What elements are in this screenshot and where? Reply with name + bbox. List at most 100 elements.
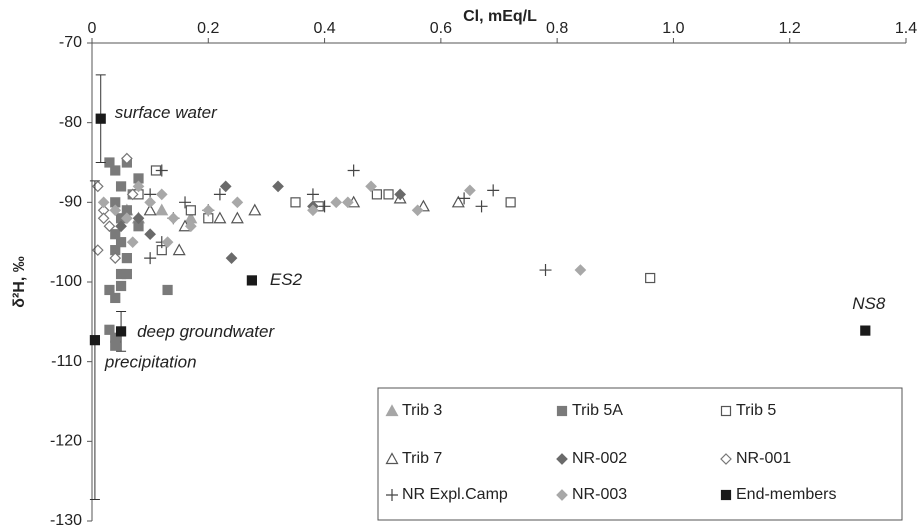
x-tick-label: 1.4 [895, 20, 917, 37]
legend-label: End-members [736, 486, 836, 503]
annotation: surface water [115, 103, 218, 122]
point [290, 197, 301, 208]
point [144, 252, 157, 265]
point [318, 200, 331, 213]
point [330, 196, 343, 209]
point [307, 204, 319, 217]
point [121, 212, 133, 225]
point [91, 180, 104, 193]
point [645, 272, 656, 284]
y-tick-label: -100 [50, 273, 82, 290]
x-tick-label: 0.8 [546, 20, 568, 37]
point [104, 324, 115, 335]
point [115, 181, 127, 192]
point [109, 252, 122, 264]
y-tick-label: -120 [50, 433, 82, 450]
chart-title: Cl, mEq/L [463, 8, 537, 25]
legend-marker [385, 452, 399, 465]
point [110, 340, 121, 351]
legend-marker [556, 405, 568, 417]
point [539, 264, 552, 277]
y-tick-label: -80 [59, 114, 82, 131]
y-tick-label: -70 [59, 34, 82, 51]
point [144, 228, 156, 241]
point [487, 184, 500, 197]
point [411, 204, 424, 217]
point [184, 220, 197, 233]
point [155, 188, 168, 201]
x-tick-label: 0 [88, 20, 97, 37]
legend-label: NR Expl.Camp [402, 486, 508, 503]
point [347, 164, 360, 177]
point [371, 189, 382, 200]
point [109, 204, 122, 217]
y-tick-label: -130 [50, 512, 82, 529]
x-tick-label: 1.0 [662, 20, 684, 37]
point [383, 189, 394, 200]
point [213, 211, 227, 224]
legend-label: Trib 3 [402, 402, 442, 419]
y-axis-label: δ²H, ‰ [11, 256, 28, 307]
point [202, 204, 215, 217]
legend-label: Trib 5 [736, 402, 776, 419]
point [155, 164, 168, 177]
point [185, 205, 196, 216]
point [179, 196, 192, 209]
point [272, 180, 284, 193]
point [155, 203, 169, 216]
point [394, 188, 407, 201]
point [91, 244, 104, 256]
x-tick-label: 0.2 [197, 20, 219, 37]
point [97, 196, 110, 209]
point [213, 188, 226, 201]
annotation: NS8 [852, 294, 886, 313]
point [451, 195, 465, 208]
point [246, 275, 257, 286]
point [110, 165, 121, 176]
point [143, 203, 157, 216]
point [115, 237, 127, 248]
x-tick-label: 0.4 [313, 20, 335, 37]
legend-label: NR-002 [572, 450, 627, 467]
point [161, 236, 174, 249]
point [110, 229, 121, 240]
point [505, 197, 516, 208]
point [115, 220, 127, 233]
point [365, 180, 377, 193]
point [162, 284, 173, 296]
point [475, 200, 488, 213]
legend-marker [556, 453, 568, 465]
y-tick-label: -110 [51, 353, 82, 370]
point [121, 152, 133, 165]
legend: Trib 3 Trib 5A Trib 5 Trib 7 NR-002 NR-001 NR … [377, 387, 903, 521]
point [248, 203, 262, 216]
x-tick-label: 0.6 [430, 20, 452, 37]
legend-label: Trib 7 [402, 450, 442, 467]
point [126, 236, 139, 249]
legend-marker [556, 489, 568, 501]
point [574, 264, 587, 276]
x-tick-label: 1.2 [779, 20, 801, 37]
point [167, 212, 180, 225]
point [464, 184, 476, 197]
point [458, 192, 471, 205]
point [132, 212, 145, 225]
point [103, 220, 116, 233]
legend-marker [385, 404, 399, 417]
point [121, 268, 132, 280]
point [219, 180, 232, 193]
point [132, 180, 145, 193]
annotation: precipitation [104, 353, 197, 372]
annotation: ES2 [270, 270, 303, 289]
legend-marker [720, 405, 732, 417]
point [225, 252, 238, 264]
point [172, 243, 186, 256]
point [126, 188, 139, 201]
point [860, 325, 871, 336]
point [144, 196, 156, 209]
point [95, 113, 106, 124]
legend-box [377, 387, 903, 521]
point [115, 280, 127, 292]
legend-label: Trib 5A [572, 402, 623, 419]
legend-marker [720, 453, 732, 465]
